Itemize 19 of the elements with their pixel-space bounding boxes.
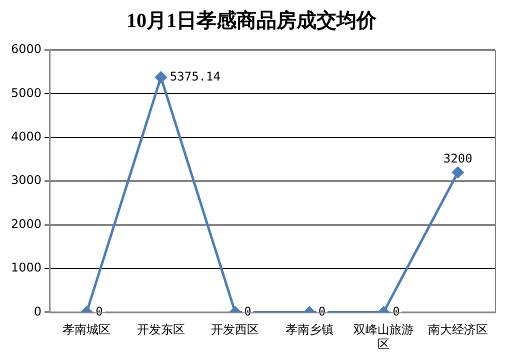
data-label: 0 [318,304,326,318]
x-tick-label: 开发西区 [211,322,260,337]
x-tick-label: 开发东区 [136,322,185,337]
chart-title: 10月1日孝感商品房成交均价 [126,9,378,32]
data-label: 5375.14 [170,69,220,84]
y-tick-label: 4000 [10,130,42,144]
x-tick-label: 孝南城区 [62,322,111,337]
y-tick-label: 6000 [10,42,42,56]
y-tick-label: 2000 [10,216,42,231]
data-label: 3200 [443,151,472,166]
y-tick-label: 1000 [10,260,42,275]
point [452,166,464,178]
y-tick-label: 5000 [10,86,42,100]
x-tick-label: 双峰山旅游区 [354,322,414,351]
y-tick-label: 0 [34,304,42,318]
y-tick-label: 3000 [10,173,42,188]
x-tick-label: 孝南乡镇 [285,322,334,337]
point [155,72,167,84]
x-tick-label: 南大经济区 [428,322,488,337]
